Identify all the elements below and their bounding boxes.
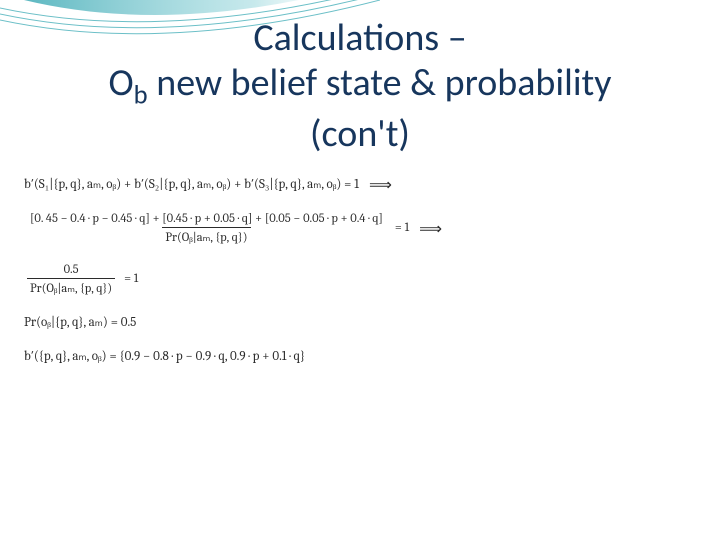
eq4-text: Pr(oᵦ|{p, q}, aₘ) = 0.5 [24,314,136,330]
eq2-denominator: Pr(Oᵦ|aₘ, {p, q}) [162,227,250,245]
eq2-arrow: ⟹ [419,219,442,238]
equations-block: b′(S₁|{p, q}, aₘ, oᵦ) + b′(S₂|{p, q}, aₘ… [0,167,720,364]
title-sub-b: b [134,79,148,111]
eq1-arrow: ⟹ [369,175,392,194]
title-o: O [108,60,133,106]
title-rest: new belief state & probability [148,60,612,106]
title-line-3: (con't) [20,112,700,157]
eq5-text: b′({p, q}, aₘ, oᵦ) = {0.9 − 0.8 · p − 0.… [24,348,305,364]
eq3-denominator: Pr(Oᵦ|aₘ, {p, q}) [27,278,115,296]
eq3-fraction: 0.5 Pr(Oᵦ|aₘ, {p, q}) [27,263,115,296]
title-line-1: Calculations – [20,16,700,61]
equation-2: [0. 45 − 0.4 · p − 0.45 · q] + [0.45 · p… [24,212,696,245]
slide-title: Calculations – Ob new belief state & pro… [0,0,720,167]
eq1-text: b′(S₁|{p, q}, aₘ, oᵦ) + b′(S₂|{p, q}, aₘ… [24,176,359,192]
eq2-numerator: [0. 45 − 0.4 · p − 0.45 · q] + [0.45 · p… [27,212,386,227]
eq2-fraction: [0. 45 − 0.4 · p − 0.45 · q] + [0.45 · p… [27,212,386,245]
equation-3: 0.5 Pr(Oᵦ|aₘ, {p, q}) = 1 [24,263,696,296]
eq3-numerator: 0.5 [61,263,82,278]
eq3-after: = 1 [124,272,138,286]
equation-5: b′({p, q}, aₘ, oᵦ) = {0.9 − 0.8 · p − 0.… [24,348,696,364]
eq2-after: = 1 [395,221,409,235]
equation-1: b′(S₁|{p, q}, aₘ, oᵦ) + b′(S₂|{p, q}, aₘ… [24,175,696,194]
equation-4: Pr(oᵦ|{p, q}, aₘ) = 0.5 [24,314,696,330]
title-line-2: Ob new belief state & probability [20,61,700,112]
